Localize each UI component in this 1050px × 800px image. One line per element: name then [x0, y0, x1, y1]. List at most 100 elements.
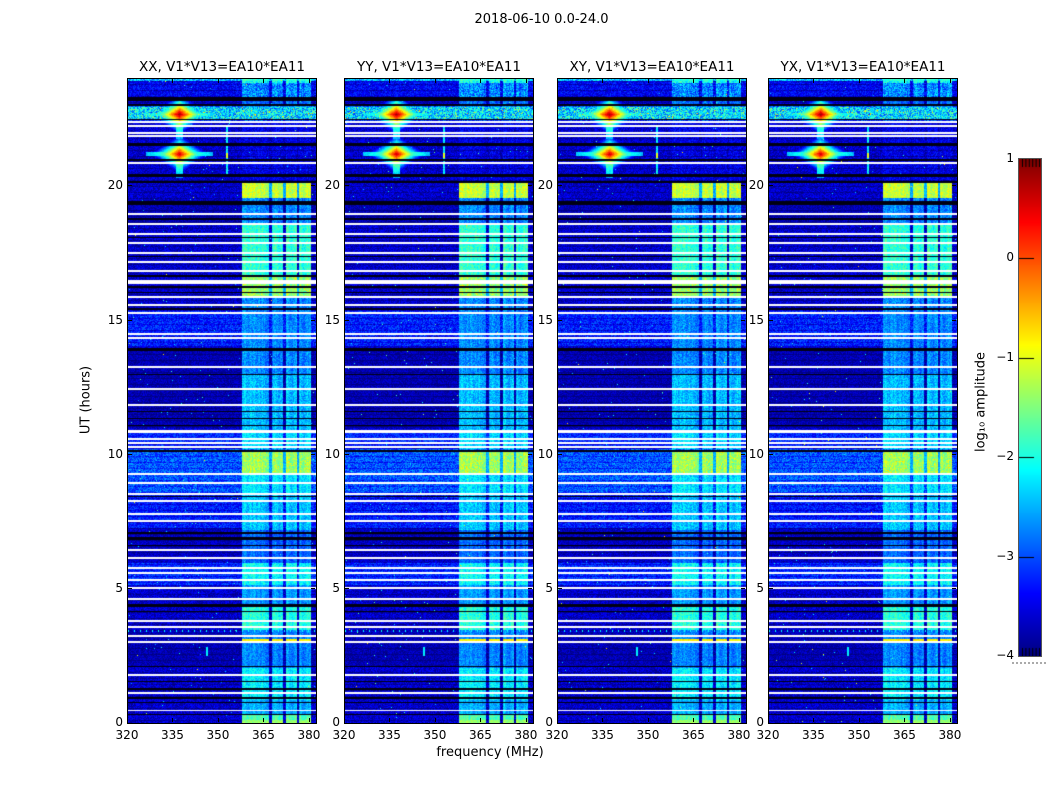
x-tick-label: 380 — [514, 728, 538, 742]
axis-tick — [434, 718, 436, 722]
axis-tick — [602, 718, 604, 722]
axis-tick — [480, 718, 482, 722]
y-tick-label: 15 — [107, 312, 123, 327]
x-tick-label: 335 — [591, 728, 614, 742]
x-tick-label: 320 — [545, 728, 569, 742]
spectrogram-panel-yx — [768, 78, 958, 724]
axis-tick — [128, 587, 132, 589]
panel-title-yx: YX, V1*V13=EA10*EA11 — [780, 59, 946, 75]
axis-tick — [308, 718, 310, 722]
x-tick-label: 365 — [251, 728, 275, 742]
axis-tick — [952, 185, 956, 187]
colorbar-tick-label: −3 — [996, 548, 1014, 563]
x-tick-label: 380 — [938, 728, 962, 742]
axis-tick — [528, 453, 532, 455]
colorbar-tick-label: −4 — [996, 648, 1014, 662]
x-tick-label: 320 — [115, 728, 139, 742]
x-tick-label: 335 — [802, 728, 825, 742]
axis-tick — [311, 319, 315, 321]
x-tick-label: 335 — [378, 728, 401, 742]
axis-tick — [345, 453, 349, 455]
y-axis-label: UT (hours) — [78, 365, 94, 435]
x-tick-label: 350 — [206, 728, 230, 742]
axis-tick — [949, 718, 951, 722]
x-tick-label: 380 — [297, 728, 321, 742]
axis-tick — [558, 185, 562, 187]
axis-tick — [904, 79, 906, 83]
axis-tick — [558, 453, 562, 455]
axis-tick — [389, 718, 391, 722]
y-tick-label: 10 — [107, 446, 123, 461]
y-tick-label: 10 — [748, 446, 764, 461]
axis-tick — [813, 718, 815, 722]
axis-tick — [558, 319, 562, 321]
axis-tick — [172, 718, 174, 722]
axis-tick — [738, 79, 740, 83]
x-tick-label: 380 — [727, 728, 751, 742]
figure-title: 2018-06-10 0.0-24.0 — [474, 12, 609, 27]
y-tick-label: 20 — [748, 178, 764, 193]
axis-tick — [217, 79, 219, 83]
y-tick-label: 0 — [756, 715, 764, 729]
axis-tick — [345, 587, 349, 589]
axis-tick — [769, 185, 773, 187]
axis-tick — [389, 79, 391, 83]
axis-tick — [741, 453, 745, 455]
x-tick-label: 350 — [423, 728, 447, 742]
y-tick-label: 15 — [324, 312, 340, 327]
y-tick-label: 20 — [107, 178, 123, 193]
spectrogram-canvas-xx — [128, 79, 316, 723]
y-tick-label: 0 — [115, 715, 123, 729]
axis-tick — [311, 587, 315, 589]
axis-tick — [345, 319, 349, 321]
axis-tick — [904, 718, 906, 722]
y-tick-label: 20 — [537, 178, 553, 193]
colorbar-tick-label: 0 — [1006, 250, 1014, 265]
axis-tick — [263, 718, 265, 722]
spectrogram-canvas-yy — [345, 79, 533, 723]
spectrogram-canvas-xy — [558, 79, 746, 723]
axis-tick — [311, 185, 315, 187]
spectrogram-canvas-yx — [769, 79, 957, 723]
x-tick-label: 320 — [756, 728, 780, 742]
axis-tick — [525, 79, 527, 83]
y-tick-label: 10 — [537, 446, 553, 461]
axis-tick — [311, 453, 315, 455]
y-tick-label: 20 — [324, 178, 340, 193]
axis-tick — [434, 79, 436, 83]
axis-tick — [528, 587, 532, 589]
axis-tick — [558, 587, 562, 589]
axis-tick — [858, 718, 860, 722]
colorbar-tick-label: −2 — [996, 449, 1014, 464]
x-tick-label: 365 — [892, 728, 916, 742]
panel-title-xy: XY, V1*V13=EA10*EA11 — [569, 59, 735, 75]
axis-tick — [263, 79, 265, 83]
y-tick-label: 0 — [545, 715, 553, 729]
y-tick-label: 5 — [756, 580, 764, 595]
y-tick-label: 15 — [748, 312, 764, 327]
axis-tick — [693, 79, 695, 83]
axis-tick — [741, 185, 745, 187]
axis-tick — [172, 79, 174, 83]
axis-tick — [952, 453, 956, 455]
axis-tick — [128, 185, 132, 187]
x-tick-label: 350 — [847, 728, 871, 742]
axis-tick — [693, 718, 695, 722]
y-tick-label: 5 — [545, 580, 553, 595]
axis-tick — [952, 587, 956, 589]
axis-tick — [647, 79, 649, 83]
axis-tick — [769, 319, 773, 321]
axis-tick — [128, 319, 132, 321]
x-tick-label: 350 — [636, 728, 660, 742]
axis-tick — [738, 718, 740, 722]
axis-tick — [741, 587, 745, 589]
x-tick-label: 365 — [468, 728, 492, 742]
y-tick-label: 0 — [332, 715, 340, 729]
axis-tick — [858, 79, 860, 83]
axis-tick — [949, 79, 951, 83]
y-tick-label: 10 — [324, 446, 340, 461]
axis-tick — [741, 319, 745, 321]
axis-tick — [528, 185, 532, 187]
panel-title-xx: XX, V1*V13=EA10*EA11 — [138, 59, 305, 75]
